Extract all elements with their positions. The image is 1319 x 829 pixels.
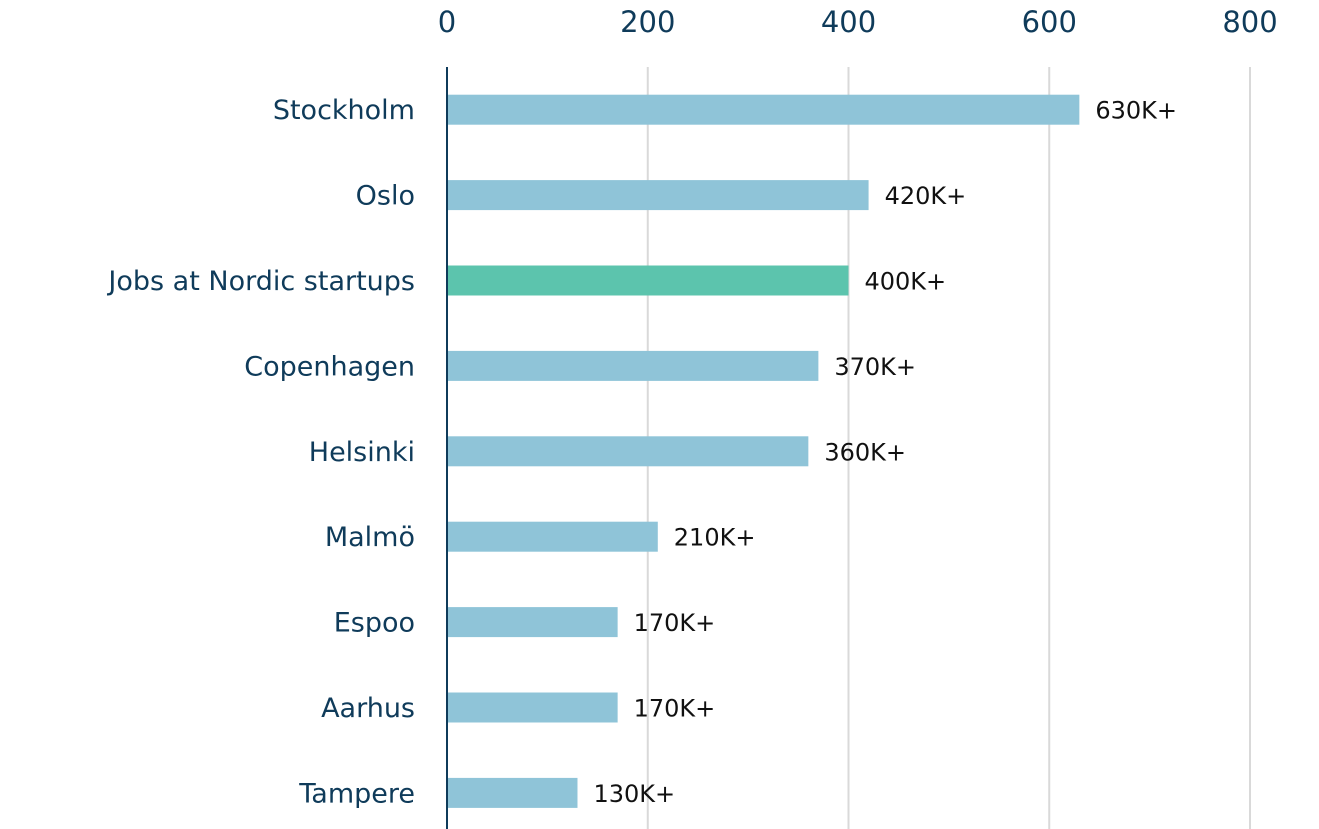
value-label: 370K+ [834,353,916,381]
bar [447,777,578,808]
bar [447,265,849,296]
bar [447,436,809,467]
bar [447,607,618,638]
value-label: 420K+ [885,182,967,210]
x-tick-label: 800 [1222,5,1277,39]
bar [447,692,618,723]
value-label: 170K+ [634,695,716,723]
x-tick-label: 200 [620,5,675,39]
y-tick-label: Tampere [298,778,415,809]
value-label: 170K+ [634,609,716,637]
bar [447,521,658,552]
y-tick-label: Espoo [334,608,415,639]
y-tick-label: Jobs at Nordic startups [106,266,415,297]
y-tick-label: Copenhagen [244,351,415,382]
bar [447,180,869,211]
bar [447,350,819,381]
y-tick-label: Aarhus [321,693,415,724]
y-tick-label: Oslo [356,181,415,212]
value-label: 360K+ [824,438,906,466]
x-tick-label: 600 [1022,5,1077,39]
x-tick-label: 400 [821,5,876,39]
value-label: 210K+ [674,524,756,552]
value-label: 130K+ [593,780,675,808]
value-label: 630K+ [1095,97,1177,125]
y-tick-label: Helsinki [309,437,415,468]
y-tick-label: Malmö [325,522,415,553]
x-tick-label: 0 [438,5,456,39]
y-tick-label: Stockholm [273,95,415,126]
bar [447,94,1080,125]
value-label: 400K+ [865,268,947,296]
